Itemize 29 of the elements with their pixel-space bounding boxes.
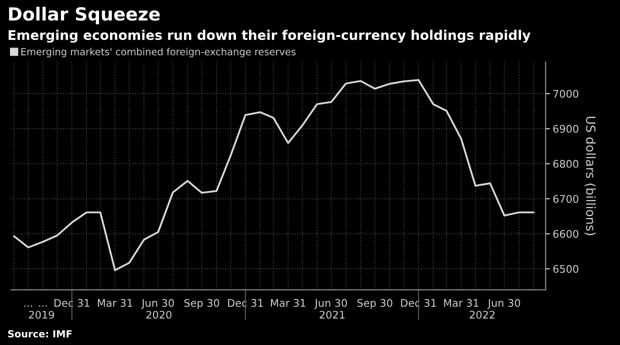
x-tick-label: Mar 31 (98, 299, 132, 307)
legend-label: Emerging markets' combined foreign-exchange reserves (21, 48, 296, 58)
x-tick-label: Dec 31 (54, 299, 90, 307)
x-tick-label: Sep 30 (184, 299, 220, 309)
chart-title: Dollar Squeeze (9, 6, 160, 24)
y-tick-label: 7000 (553, 90, 578, 98)
x-tick-label: Sep 30 (357, 299, 392, 309)
y-tick-label: 6900 (553, 124, 578, 133)
y-tick-label: 6600 (553, 230, 578, 238)
y-tick-label: 6700 (553, 194, 578, 203)
x-tick-label: Dec 31 (228, 299, 263, 307)
text: 2021 (320, 310, 344, 319)
y-tick-label: 6500 (553, 265, 578, 273)
x-tick-label: Jun 30 (314, 299, 347, 309)
x-tick-label: ... (39, 305, 47, 307)
x-tick-label: Mar 31 (271, 299, 306, 307)
y-tick-label: 6800 (553, 160, 578, 168)
x-tick-label: Dec 31 (401, 299, 436, 307)
x-tick-label: Mar 31 (444, 299, 478, 307)
text: 2020 (146, 310, 172, 319)
chart-subtitle: Emerging economies run down their foreign-currency holdings rapidly (8, 30, 530, 43)
y-axis-title: US dollars (billions) (584, 116, 596, 236)
x-tick-label: Jun 30 (487, 299, 520, 309)
text: 2022 (470, 310, 495, 319)
source-note: Source: IMF (8, 330, 72, 338)
text: 2019 (29, 310, 54, 319)
x-tick-label: Jun 30 (141, 299, 174, 309)
x-tick-label: ... (24, 305, 32, 307)
line-series (13, 79, 535, 272)
